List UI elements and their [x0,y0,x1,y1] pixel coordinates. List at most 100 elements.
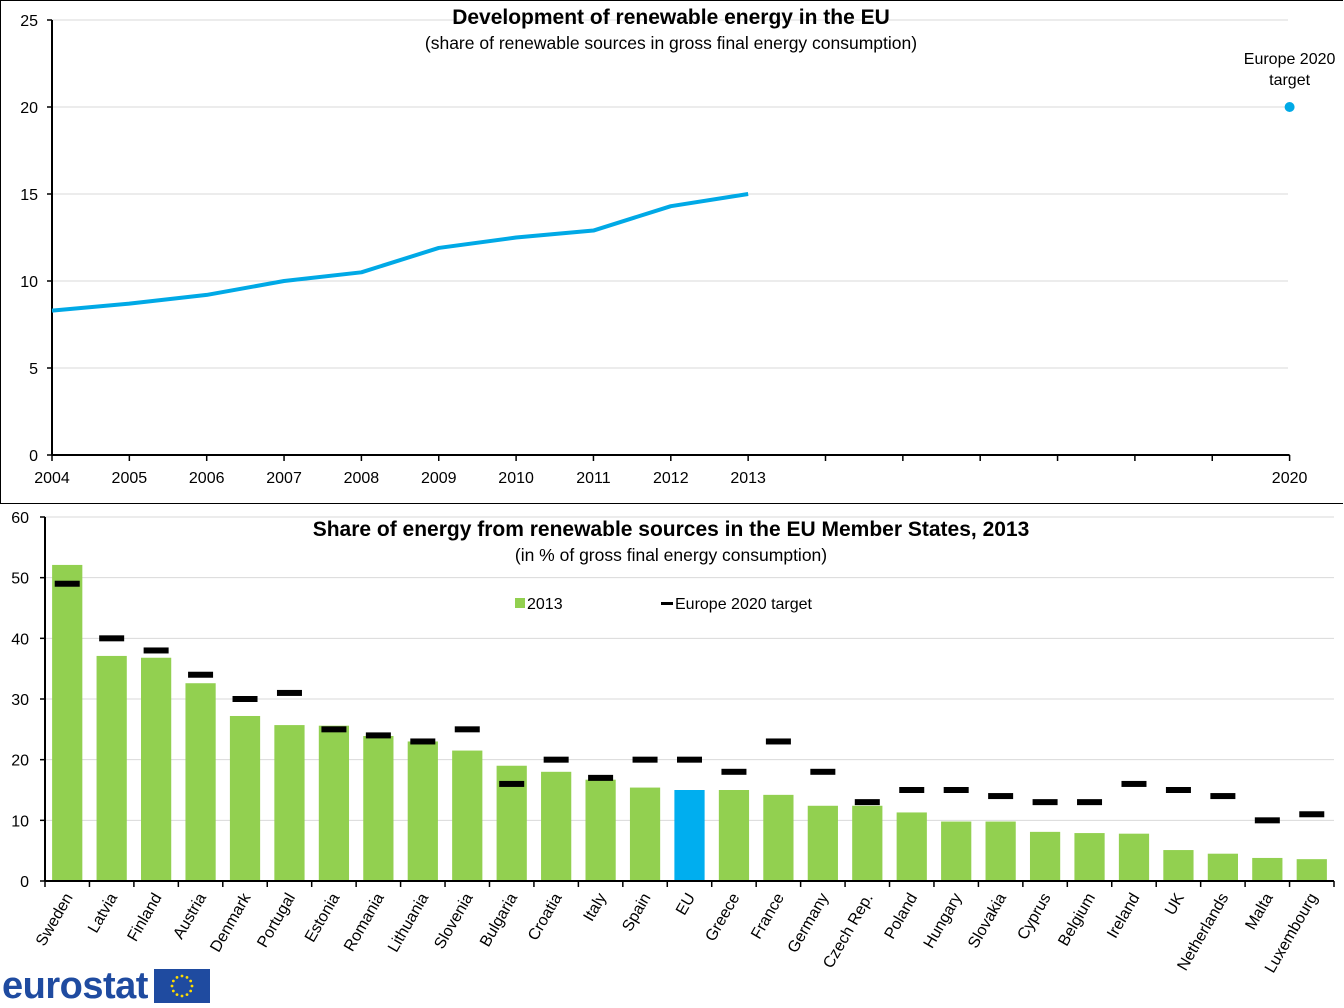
bars [52,564,1327,881]
target-marker [410,738,436,745]
y-tick-label: 0 [20,874,29,891]
bar-netherlands [1207,853,1238,881]
country-label: Denmark [207,890,255,956]
country-label: Germany [785,891,833,956]
country-label: Malta [1243,890,1277,932]
bar-cyprus [1029,831,1061,881]
flag-star-icon [171,989,175,993]
y-tick-label: 10 [20,274,38,291]
y-tick-label: 10 [11,813,29,830]
bar-germany [807,805,838,881]
country-label: Cyprus [1014,891,1054,943]
flag-star-icon [171,979,175,983]
country-label: Bulgaria [477,890,521,949]
bottom-x-axis-ticks [44,881,1335,887]
y-tick-label: 30 [11,692,29,709]
country-label: Portugal [254,891,299,951]
y-tick-label: 0 [29,448,38,465]
country-label: Austria [170,890,210,942]
bar-eu [674,790,705,881]
x-tick-label: 2005 [112,470,148,487]
top-x-axis-ticks: 2004 2005 2006 2007 2008 2009 2010 2011 2012 2013… [34,455,1307,487]
legend-swatch-target [661,602,673,605]
x-tick-label: 2004 [34,470,70,487]
flag-star-icon [175,975,179,979]
target-marker [499,780,525,787]
target-marker [99,635,125,642]
x-tick-label: 2009 [421,470,457,487]
europe-2020-target-point [1284,102,1295,112]
x-tick-label: 2007 [266,470,302,487]
target-marker [632,756,658,763]
country-label: Greece [702,890,743,944]
bottom-chart-subtitle: (in % of gross final energy consumption) [515,545,827,565]
country-label: Estonia [302,890,343,945]
target-marker [1254,817,1280,824]
eurostat-wordmark: eurostat [2,965,148,1007]
bar-slovenia [452,750,483,881]
bar-sweden [52,564,83,881]
target-marker [454,726,480,733]
target-marker [854,799,880,806]
y-tick-label: 5 [29,361,38,378]
bar-chart: 0 10 20 30 40 50 60 Share of energy from renew… [11,510,1335,976]
country-label: Ireland [1104,891,1143,942]
target-marker [588,774,614,781]
bar-estonia [318,725,350,881]
country-label: Hungary [921,891,966,952]
flag-star-icon [189,989,192,993]
country-label: Finland [125,891,166,945]
x-tick-label: 2011 [576,470,611,487]
target-marker [1077,799,1103,806]
bar-austria [185,683,216,881]
top-y-axis-ticks: 0 5 10 15 20 25 [20,13,52,465]
y-tick-label: 50 [11,571,29,588]
target-marker [543,756,569,763]
bar-ireland [1118,833,1150,881]
bar-hungary [941,821,972,881]
target-markers [54,580,1325,824]
target-label-line1: Europe 2020 [1244,51,1336,68]
y-tick-label: 60 [11,510,29,527]
bar-czech-rep [852,805,883,881]
target-marker [988,793,1014,800]
country-label: Latvia [85,890,121,936]
eu-flag-icon [153,969,210,1003]
bar-belgium [1074,833,1105,881]
country-label: Lithuania [385,890,432,955]
target-marker [365,732,391,739]
target-marker [765,738,791,745]
flag-star-icon [180,974,184,978]
bar-slovakia [985,821,1016,881]
bar-uk [1163,850,1194,881]
flag-star-icon [190,984,194,988]
flag-star-icon [185,993,189,997]
country-label: EU [673,891,699,919]
eurostat-logo: eurostat [2,967,210,1005]
target-marker [321,726,347,733]
target-marker [899,787,925,793]
country-label: Poland [882,891,922,943]
country-label: Italy [581,891,610,925]
target-marker [188,671,214,678]
bar-poland [896,812,927,881]
bar-denmark [229,715,261,881]
country-label: UK [1162,890,1188,918]
country-label: Slovakia [965,890,1010,951]
x-tick-label: 2012 [653,470,689,487]
target-marker [143,647,169,654]
flag-star-icon [170,984,174,988]
target-marker [943,787,969,793]
flag-star-icon [175,993,179,997]
bar-spain [629,787,661,881]
bar-lithuania [407,741,438,881]
top-chart-frame [0,0,1343,504]
target-marker [810,768,836,775]
target-marker [1210,793,1236,800]
target-marker [1165,787,1191,793]
bar-france [763,794,794,881]
y-tick-label: 20 [11,753,29,770]
bar-croatia [541,771,572,881]
legend-swatch-2013 [515,598,525,608]
